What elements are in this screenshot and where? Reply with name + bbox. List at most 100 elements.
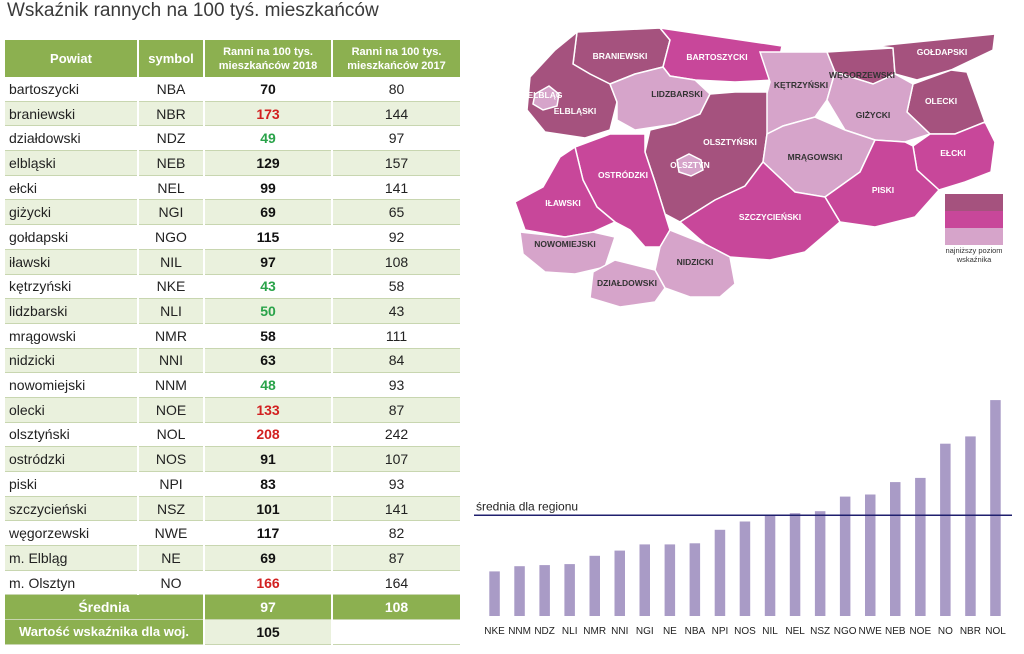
x-tick-label: NDZ <box>534 626 555 637</box>
bar-nel <box>789 513 801 616</box>
bar-nos <box>739 521 751 616</box>
table-row: nowomiejski NNM 48 93 <box>5 372 462 398</box>
cell-symbol: NNM <box>138 372 205 398</box>
x-tick-label: NKE <box>484 626 505 637</box>
cell-2017: 82 <box>332 520 462 547</box>
cell-2017: 84 <box>332 348 462 374</box>
cell-2017: 242 <box>332 422 462 448</box>
map-label: OLSZTYŃSKI <box>703 137 757 147</box>
x-tick-label: NEL <box>785 626 805 637</box>
cell-2018: 70 <box>204 77 333 102</box>
header-symbol: symbol <box>138 40 205 77</box>
cell-2017: 80 <box>332 77 462 102</box>
region-map: BRANIEWSKI BARTOSZYCKI WĘGORZEWSKI GOŁDAPSK… <box>514 26 1003 308</box>
map-label: BRANIEWSKI <box>593 51 648 61</box>
cell-powiat: nidzicki <box>5 348 139 374</box>
table-row: szczycieński NSZ 101 141 <box>5 496 462 522</box>
cell-2017: 43 <box>332 298 462 324</box>
cell-symbol: NOE <box>138 397 205 423</box>
cell-2017: 144 <box>332 101 462 127</box>
cell-symbol: NGO <box>138 224 205 250</box>
region-elblag-city <box>532 85 560 111</box>
table-row: mrągowski NMR 58 111 <box>5 323 462 349</box>
wojewodztwo-label: Wartość wskaźnika dla woj. <box>5 619 205 645</box>
bar-nba <box>689 543 701 616</box>
bar-no <box>940 443 951 616</box>
region-ilawski <box>514 145 617 238</box>
mean-2017: 108 <box>332 594 462 621</box>
cell-powiat: giżycki <box>5 199 139 226</box>
x-tick-label: NGO <box>834 626 857 637</box>
cell-2017: 92 <box>332 224 462 250</box>
cell-symbol: NOS <box>138 446 205 472</box>
cell-2018: 58 <box>204 323 333 349</box>
cell-2017: 111 <box>332 323 462 349</box>
cell-powiat: m. Elbląg <box>5 545 139 571</box>
bar-nol <box>990 400 1001 616</box>
table-row: węgorzewski NWE 117 82 <box>5 520 462 547</box>
cell-2018: 129 <box>204 150 333 176</box>
cell-powiat: kętrzyński <box>5 274 139 300</box>
x-tick-label: NBR <box>960 626 981 637</box>
table-row: braniewski NBR 173 144 <box>5 101 462 127</box>
bar-ngi <box>639 544 650 616</box>
cell-symbol: NBR <box>138 101 205 127</box>
x-tick-label: NEB <box>885 626 906 637</box>
cell-symbol: NBA <box>138 77 205 102</box>
cell-symbol: NE <box>138 545 205 571</box>
header-2018: Ranni na 100 tys. mieszkańców 2018 <box>204 40 333 77</box>
cell-2017: 93 <box>332 471 462 497</box>
x-tick-label: NNM <box>508 626 531 637</box>
x-tick-label: NGI <box>636 626 654 637</box>
cell-symbol: NEL <box>138 175 205 201</box>
cell-powiat: mrągowski <box>5 323 139 349</box>
table-row: nidzicki NNI 63 84 <box>5 348 462 374</box>
x-tick-label: NNI <box>611 626 628 637</box>
bar-nli <box>564 564 575 616</box>
cell-powiat: ostródzki <box>5 446 139 472</box>
legend-caption: najniższy poziom wskaźnika <box>945 246 1002 264</box>
cell-powiat: szczycieński <box>5 496 139 522</box>
map-label: PISKI <box>872 185 894 195</box>
cell-2017: 157 <box>332 150 462 176</box>
cell-symbol: NPI <box>138 471 205 497</box>
cell-symbol: NIL <box>138 249 205 275</box>
map-label: OSTRÓDZKI <box>598 169 648 180</box>
cell-2018: 101 <box>204 496 333 522</box>
data-table: Powiat symbol Ranni na 100 tys. mieszkań… <box>5 40 462 645</box>
wojewodztwo-row: Wartość wskaźnika dla woj. 105 <box>5 619 462 645</box>
bar-nsz <box>814 511 826 616</box>
cell-powiat: m. Olsztyn <box>5 570 139 596</box>
mean-row: Średnia 97 108 <box>5 594 462 621</box>
table-row: bartoszycki NBA 70 80 <box>5 77 462 102</box>
map-label: GIŻYCKI <box>856 110 890 120</box>
cell-2017: 93 <box>332 372 462 398</box>
x-tick-label: NE <box>663 626 677 637</box>
cell-powiat: elbląski <box>5 150 139 176</box>
table-row: iławski NIL 97 108 <box>5 249 462 275</box>
map-label: ELBLĄG <box>528 90 563 100</box>
cell-symbol: NNI <box>138 348 205 374</box>
legend-swatch-mid <box>945 211 1003 228</box>
cell-2018: 63 <box>204 348 333 374</box>
map-label: GOŁDAPSKI <box>917 47 968 57</box>
mean-2018: 97 <box>204 594 333 621</box>
cell-powiat: działdowski <box>5 125 139 152</box>
cell-symbol: NWE <box>138 520 205 547</box>
table-row: lidzbarski NLI 50 43 <box>5 298 462 324</box>
bar-ne <box>664 544 676 616</box>
cell-2018: 166 <box>204 570 333 596</box>
cell-symbol: NSZ <box>138 496 205 522</box>
cell-2018: 69 <box>204 545 333 571</box>
cell-2017: 141 <box>332 496 462 522</box>
region-olsztyn-city <box>676 153 704 177</box>
bar-nbr <box>965 436 976 616</box>
cell-2018: 208 <box>204 422 333 448</box>
cell-2018: 99 <box>204 175 333 201</box>
cell-2017: 65 <box>332 199 462 226</box>
wojewodztwo-2018: 105 <box>204 619 333 645</box>
table-row: piski NPI 83 93 <box>5 471 462 497</box>
bar-chart: średnia dla regionu NKE NNM NDZ NLI NMR NNI NG… <box>474 400 1012 637</box>
cell-2018: 115 <box>204 224 333 250</box>
cell-symbol: NO <box>138 570 205 596</box>
